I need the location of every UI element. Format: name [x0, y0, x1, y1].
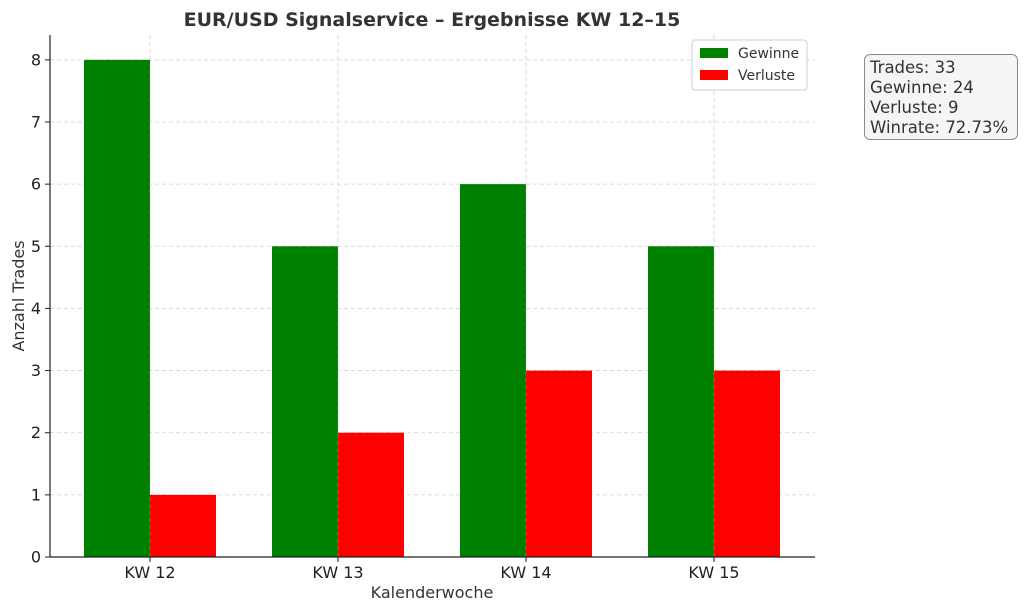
y-tick-label: 1	[31, 485, 41, 504]
y-tick-label: 2	[31, 423, 41, 442]
y-tick-label: 5	[31, 237, 41, 256]
y-tick-label: 8	[31, 50, 41, 69]
bar-gewinne-1	[84, 59, 150, 557]
summary-stats-box: Trades: 33 Gewinne: 24 Verluste: 9 Winra…	[864, 54, 1018, 140]
stat-trades: Trades: 33	[870, 58, 956, 77]
bar-gewinne-4	[648, 246, 714, 558]
tick-labels: 0 1 2 3 4 5 6 7 8 KW 12 KW 13 KW 14 KW 15	[31, 50, 740, 582]
chart-title: EUR/USD Signalservice – Ergebnisse KW 12…	[184, 9, 681, 31]
y-tick-label: 0	[31, 548, 41, 567]
legend-swatch-gewinne	[700, 48, 728, 58]
legend-swatch-verluste	[700, 70, 728, 80]
x-axis-label: Kalenderwoche	[371, 583, 494, 602]
bar-gewinne-2	[272, 246, 338, 558]
bar-verluste-4	[714, 370, 780, 557]
y-axis-label: Anzahl Trades	[9, 240, 28, 351]
y-tick-label: 6	[31, 175, 41, 194]
bar-verluste-3	[526, 370, 592, 557]
bar-gewinne-3	[460, 184, 526, 557]
y-tick-label: 3	[31, 361, 41, 380]
legend-label-gewinne: Gewinne	[738, 46, 799, 62]
axes	[45, 35, 815, 562]
legend: Gewinne Verluste	[691, 39, 808, 91]
x-tick-label: KW 12	[124, 563, 175, 582]
x-tick-label: KW 14	[500, 563, 551, 582]
legend-label-verluste: Verluste	[738, 68, 795, 84]
stat-verluste: Verluste: 9	[870, 98, 959, 117]
bar-verluste-2	[338, 432, 404, 557]
stat-gewinne: Gewinne: 24	[870, 78, 974, 97]
x-tick-label: KW 13	[312, 563, 363, 582]
y-tick-label: 7	[31, 113, 41, 132]
bar-verluste-1	[150, 494, 216, 557]
stat-winrate: Winrate: 72.73%	[870, 118, 1009, 137]
bars	[84, 35, 780, 558]
y-tick-label: 4	[31, 299, 41, 318]
x-tick-label: KW 15	[688, 563, 739, 582]
